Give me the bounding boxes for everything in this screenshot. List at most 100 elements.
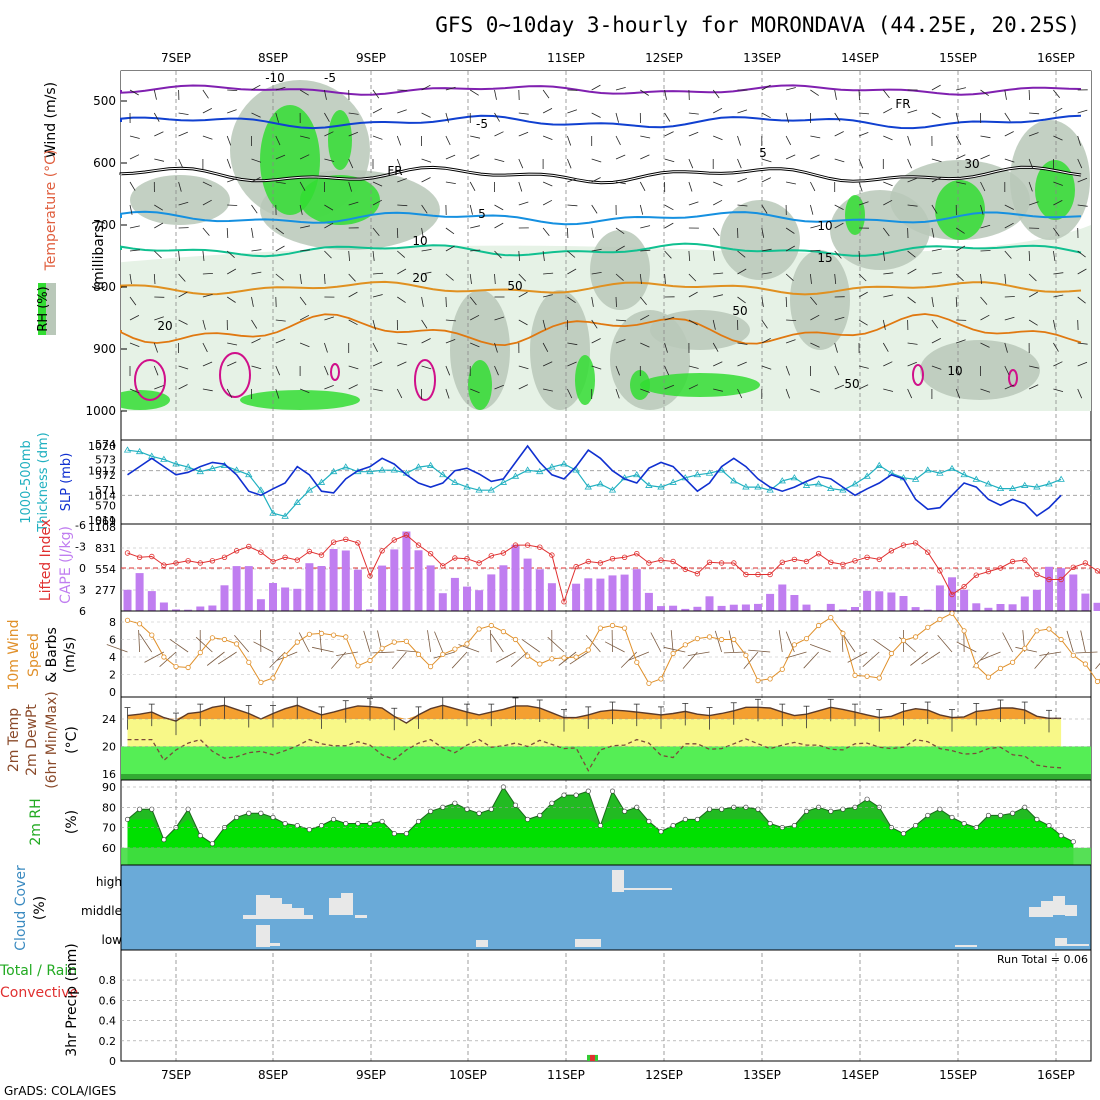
li-point — [294, 557, 300, 563]
cape-bar — [535, 569, 544, 611]
wind-barb — [1029, 112, 1040, 115]
li-point — [318, 552, 325, 558]
upper-panel-grid — [175, 71, 1057, 1061]
wind-speed-point — [694, 635, 701, 642]
wind-barb — [202, 342, 208, 353]
wind-barb — [275, 112, 279, 123]
rh-low-band — [121, 847, 1091, 865]
rh-gray-blob — [920, 340, 1040, 400]
wind-barb — [324, 342, 328, 353]
cape-bar — [341, 550, 350, 611]
wind-barb — [372, 294, 383, 298]
wind-barb — [956, 181, 967, 185]
wind-barb — [178, 181, 182, 192]
upper-panel-barbs — [129, 84, 1088, 400]
wind-speed-line — [127, 612, 1100, 684]
precip-panel: 0.8 0.6 0.4 0.2 0 Total / Rain Convective — [0, 963, 1091, 1068]
wind-speed-point — [561, 655, 567, 661]
thickness-point — [560, 460, 568, 467]
wind-barb — [421, 177, 431, 183]
wind-barb — [980, 135, 991, 139]
wind-barb — [931, 204, 938, 214]
wind-barb — [1028, 201, 1039, 206]
wind-barb — [567, 178, 577, 183]
contour-line — [120, 166, 1082, 184]
wind-barb — [567, 158, 572, 169]
thickness-point — [451, 478, 459, 485]
temp-tick: 20 — [102, 741, 116, 754]
wind-barb — [178, 112, 189, 115]
wind-barb — [907, 268, 917, 275]
cape-bar — [572, 583, 581, 611]
thickness-point — [814, 480, 823, 487]
wind-barb — [980, 388, 991, 393]
wind-barb — [761, 319, 768, 329]
wind-barb — [810, 89, 819, 96]
wind-panel: 8 6 4 2 0 — [106, 610, 1100, 699]
wind-barb — [494, 342, 498, 353]
wind-barb — [275, 365, 281, 376]
li-point — [621, 554, 628, 560]
cape-bar — [366, 609, 374, 611]
li-tick: 6 — [79, 605, 86, 618]
wind-speed-point — [731, 636, 737, 643]
rh-point — [331, 816, 337, 822]
wind-barb — [543, 388, 553, 392]
rh-point — [306, 827, 312, 833]
contour-label: 10 — [412, 234, 427, 248]
wind-barb-10m — [234, 635, 250, 653]
ylabel-li: Lifted Index — [38, 519, 54, 601]
wind-speed-point — [864, 673, 870, 679]
wind-barb — [324, 222, 334, 229]
wind-barb — [858, 273, 867, 282]
rh-point — [367, 820, 373, 826]
mb-tick: 500 — [93, 94, 116, 108]
li-point — [694, 571, 701, 577]
cape-bar — [378, 565, 387, 611]
wind-barb — [154, 158, 165, 162]
li-point — [706, 559, 713, 565]
cloud-block — [292, 908, 304, 915]
li-point — [767, 571, 773, 578]
wind-barb — [810, 342, 820, 348]
wind-barb — [348, 273, 356, 282]
rh-point — [840, 806, 846, 812]
wind-barb — [713, 272, 724, 275]
wind-barb-10m — [372, 651, 395, 654]
wind-barb — [883, 107, 893, 114]
rh-point — [355, 820, 361, 826]
wind-tick: 0 — [109, 686, 116, 699]
wind-barb — [712, 319, 716, 330]
cape-tick: 1108 — [88, 521, 116, 534]
cape-bar — [256, 599, 265, 611]
wind-barb — [615, 135, 621, 146]
wind-barb — [737, 388, 743, 399]
wind-barb-10m — [434, 631, 444, 653]
wind-barb — [153, 365, 159, 376]
wind-barb — [445, 227, 455, 235]
wind-barb — [980, 89, 989, 97]
wind-barb — [494, 112, 500, 122]
rh-point — [997, 812, 1003, 818]
wind-speed-point — [221, 636, 228, 643]
wind-barb — [129, 342, 140, 347]
thickness-point — [863, 472, 871, 479]
wind-barb — [591, 319, 598, 329]
wind-barb — [542, 319, 546, 330]
wind-barb — [955, 365, 960, 376]
wind-barb-10m — [396, 649, 419, 653]
wind-barb — [226, 227, 229, 239]
thickness-point — [645, 481, 653, 488]
left-axis-labels: Wind (m/s)Temperature (°C) (millibars) RH … — [6, 82, 107, 1057]
wind-barb — [324, 112, 330, 122]
wind-barb — [1053, 135, 1063, 141]
wind-barb — [275, 154, 286, 160]
wind-barb — [178, 131, 188, 137]
dewpt-line — [127, 738, 1062, 772]
thickness-point — [196, 467, 204, 475]
thickness-point — [523, 466, 532, 473]
slp-tick: 1020 — [88, 440, 116, 453]
wind-barb — [202, 181, 213, 187]
thickness-point — [924, 466, 932, 473]
contour-line — [120, 210, 1082, 226]
